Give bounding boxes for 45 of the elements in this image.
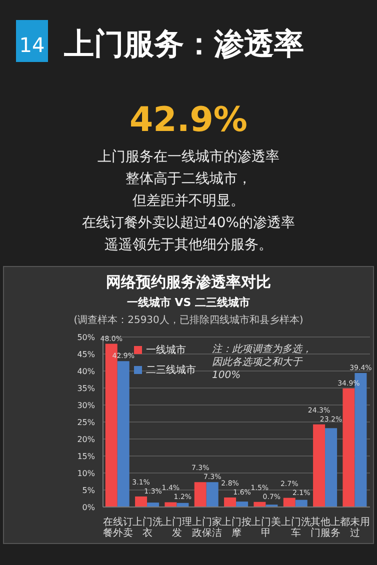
bar <box>342 388 355 507</box>
text: 42.9% <box>128 100 248 140</box>
x-tick-label: 上门理发 <box>162 516 192 539</box>
text: 整体高于二线城市， <box>124 170 252 188</box>
x-tick-label: 上门洗车 <box>280 516 311 539</box>
x-tick-label: 在线订餐外卖 <box>102 516 133 539</box>
text: 上门服务：渗透率 <box>64 26 304 64</box>
y-tick-label: 15% <box>77 452 96 461</box>
text: 但差距并不明显。 <box>132 192 246 210</box>
y-tick-label: 25% <box>77 418 96 427</box>
annotation: 注：此项调查为多选，因此各选项之和大于100% <box>212 343 313 382</box>
bar <box>236 502 248 507</box>
y-tick-label: 45% <box>77 350 96 359</box>
x-tick-label: 上门洗衣 <box>132 516 162 539</box>
text: 遥遥领先于其他细分服务。 <box>104 236 274 254</box>
x-tick-label: 都未用过 <box>340 516 370 539</box>
bar <box>135 496 148 507</box>
bar <box>117 361 130 507</box>
bar <box>313 424 326 507</box>
bar <box>295 500 308 507</box>
text: (调查样本：25930人，已排除四线城市和县乡样本) <box>72 314 304 327</box>
bar <box>283 498 296 507</box>
y-tick-label: 0% <box>82 502 96 512</box>
y-tick-label: 10% <box>77 468 96 478</box>
bar <box>224 497 236 507</box>
y-tick-label: 35% <box>77 384 96 393</box>
text: 14 <box>16 20 48 62</box>
y-tick-label: 40% <box>77 366 96 376</box>
legend-label: 二三线城市 <box>146 365 196 376</box>
y-tick-label: 5% <box>82 486 96 495</box>
x-tick-label: 上门美甲 <box>251 516 282 539</box>
bar <box>164 502 177 507</box>
chart-subtitle: 一线城市 VS 二三线城市 <box>126 295 252 310</box>
y-tick-label: 30% <box>77 400 96 410</box>
text: 上门服务在一线城市的渗透率 <box>96 148 280 166</box>
bar <box>147 502 160 507</box>
chart-title: 网络预约服务渗透率对比 <box>105 273 272 292</box>
y-tick-label: 50% <box>77 332 96 342</box>
x-tick-label: 上门按摩 <box>222 516 252 539</box>
legend-label: 一线城市 <box>146 345 186 356</box>
bar <box>206 482 218 507</box>
bar <box>325 428 338 507</box>
text: 在线订餐外卖以超过40%的渗透率 <box>80 214 296 232</box>
bar <box>194 482 206 507</box>
y-tick-label: 20% <box>77 434 96 444</box>
